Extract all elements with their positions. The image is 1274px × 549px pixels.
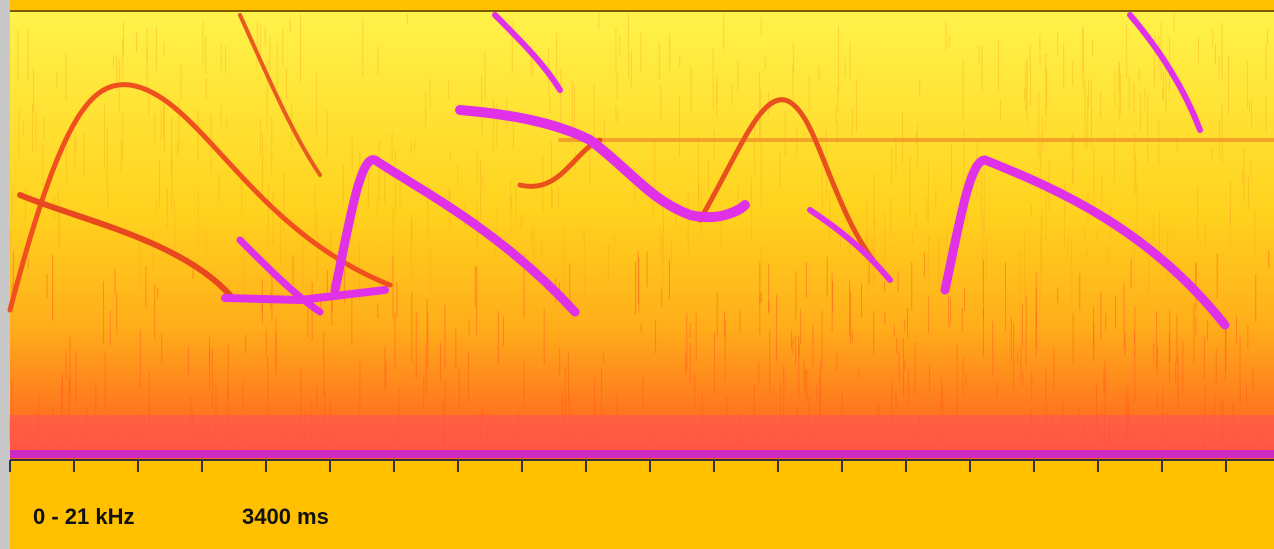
call-trace — [455, 105, 750, 223]
status-bar — [10, 460, 1274, 549]
call-trace — [697, 97, 893, 283]
call-trace — [330, 155, 580, 317]
spectrogram — [10, 12, 1274, 460]
call-trace — [236, 236, 324, 316]
time-ticks — [9, 460, 1227, 472]
call-trace — [238, 13, 322, 177]
call-trace — [940, 155, 1230, 330]
calls — [7, 12, 1274, 330]
duration: 3400 ms — [242, 504, 329, 529]
call-trace — [807, 207, 893, 283]
call-trace — [1127, 12, 1203, 133]
low-band — [10, 450, 1274, 458]
top-bar — [10, 0, 1274, 12]
call-trace — [7, 82, 393, 313]
call-trace — [17, 192, 233, 298]
noise — [9, 12, 1270, 458]
frequency-range: 0 - 21 kHz — [33, 504, 135, 529]
call-trace — [492, 12, 563, 93]
